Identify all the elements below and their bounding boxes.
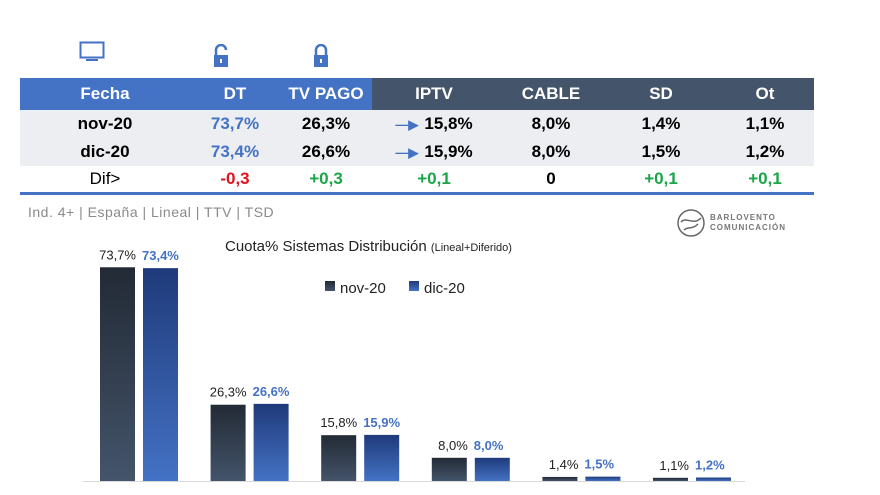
data-label: 1,5% [584,457,614,472]
data-label: 26,3% [210,385,247,400]
bar-ot-nov-20 [653,477,688,481]
data-label: 8,0% [438,438,468,453]
data-label: 73,7% [99,247,136,262]
data-label: 8,0% [474,438,504,453]
bar-dt-dic-20 [143,268,178,481]
bar-ot-dic-20 [696,477,731,481]
table-row: nov-20 73,7% 26,3% —▶ 15,8% 8,0% 1,4% 1,1… [20,110,814,138]
row-label: dic-20 [20,138,190,166]
cell: +0,3 [280,166,372,195]
bar-tv-pago-dic-20 [253,403,289,481]
header-sd: SD [606,78,716,110]
logo-line1: BARLOVENTO [710,213,776,222]
header-tv-pago: TV PAGO [280,78,372,110]
data-label: 26,6% [253,384,290,399]
cell: —▶ 15,8% [372,110,496,138]
data-label: 1,4% [549,457,579,472]
header-dt: DT [190,78,280,110]
bar-iptv-dic-20 [364,434,400,481]
bar-sd-nov-20 [542,476,578,481]
cell: 73,4% [190,138,280,166]
cell: 1,1% [716,110,814,138]
cell-value: 15,9% [424,142,473,161]
header-iptv: IPTV [372,78,496,110]
bar-tv-pago-nov-20 [210,404,246,481]
footnote: Ind. 4+ | España | Lineal | TTV | TSD [28,204,275,220]
arrow-right-icon: —▶ [395,117,419,132]
data-label: 1,1% [659,458,689,473]
table-header: Fecha DT TV PAGO IPTV CABLE SD Ot [20,78,814,110]
bar-cable-nov-20 [431,457,467,481]
cell-value: 15,8% [424,114,473,133]
cell: +0,1 [372,166,496,195]
cell: +0,1 [606,166,716,195]
legend-swatch-nov [325,281,335,291]
legend-dic: dic-20 [424,280,465,297]
bar-dt-nov-20 [100,267,135,481]
data-label: 1,2% [695,458,725,473]
cell: 8,0% [496,138,606,166]
data-label: 15,8% [320,415,357,430]
table-row-dif: Dif> -0,3 +0,3 +0,1 0 +0,1 +0,1 [20,166,814,195]
cell: 26,3% [280,110,372,138]
header-fecha: Fecha [20,78,190,110]
arrow-right-icon: —▶ [395,145,419,160]
header-cable: CABLE [496,78,606,110]
share-table: Fecha DT TV PAGO IPTV CABLE SD Ot nov-20… [20,78,814,195]
bar-sd-dic-20 [585,476,621,481]
cell: +0,1 [716,166,814,195]
cell: 1,5% [606,138,716,166]
header-ot: Ot [716,78,814,110]
cell: —▶ 15,9% [372,138,496,166]
lock-icon [314,44,328,67]
data-label: 15,9% [363,415,400,430]
cell: 8,0% [496,110,606,138]
chart-title: Cuota% Sistemas Distribución (Lineal+Dif… [225,238,512,255]
cell: 1,2% [716,138,814,166]
bar-chart: Cuota% Sistemas Distribución (Lineal+Dif… [83,238,745,482]
cell: 1,4% [606,110,716,138]
bar-iptv-nov-20 [321,435,357,481]
cell: 26,6% [280,138,372,166]
legend-swatch-dic [409,281,419,291]
logo-line2: COMUNICACIÓN [710,223,786,232]
logo: BARLOVENTO COMUNICACIÓN [676,208,786,238]
unlock-icon [214,44,228,67]
row-label: Dif> [20,166,190,195]
bar-cable-dic-20 [474,457,510,481]
row-label: nov-20 [20,110,190,138]
tv-icon [79,41,105,61]
data-label: 73,4% [142,248,179,263]
legend-nov: nov-20 [340,280,386,297]
cell: 0 [496,166,606,195]
logo-mark-icon [677,209,705,237]
cell: 73,7% [190,110,280,138]
table-row: dic-20 73,4% 26,6% —▶ 15,9% 8,0% 1,5% 1,2… [20,138,814,166]
cell: -0,3 [190,166,280,195]
